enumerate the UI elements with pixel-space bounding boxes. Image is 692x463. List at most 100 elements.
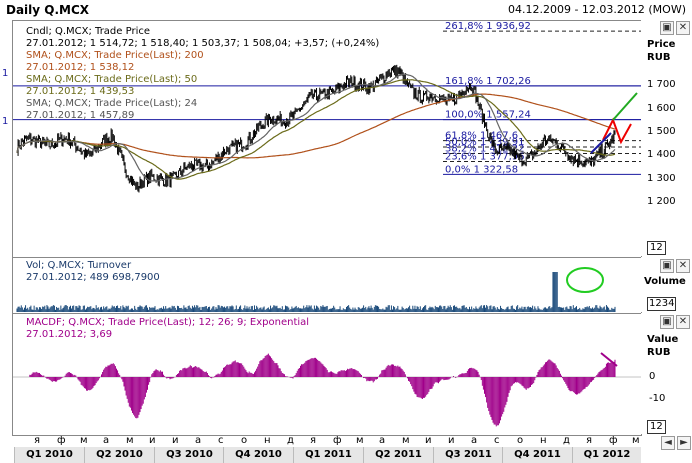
price-marker-24: 1 — [2, 116, 9, 127]
sma-24-line — [16, 73, 616, 182]
price-tick: 1 200 — [647, 196, 676, 207]
x-month-tick: я — [34, 435, 41, 446]
macd-tick-0: 0 — [649, 371, 656, 382]
price-panel[interactable]: 261,8% 1 936,92 161,8% 1 702,26 100,0% 1 5… — [12, 20, 642, 258]
x-month-tick: а — [471, 435, 478, 446]
x-quarter-label: Q4 2011 — [502, 447, 572, 463]
close-volume-button[interactable]: ✕ — [676, 259, 690, 273]
x-month-tick: с — [218, 435, 224, 446]
price-plot: 261,8% 1 936,92 161,8% 1 702,26 100,0% 1 5… — [13, 21, 641, 193]
chart-title: Daily Q.MCX — [6, 3, 90, 17]
sma-50-line — [16, 79, 616, 180]
macd-trend-line — [600, 352, 618, 367]
macd-legend-line: 27.01.2012; 3,69 — [26, 329, 113, 340]
price-legend-line: 27.01.2012; 1 439,53 — [26, 86, 135, 97]
price-legend-line: SMA; Q.MCX; Trade Price(Last); 50 — [26, 74, 198, 85]
forecast-green-line — [612, 92, 638, 121]
macd-axis-title: Value — [647, 334, 679, 345]
fib-label: 261,8% 1 936,92 — [445, 21, 531, 32]
price-tick: 1 500 — [647, 126, 676, 137]
x-month-tick: а — [103, 435, 110, 446]
macd-plot — [13, 352, 641, 427]
volume-highlight-ellipse — [566, 267, 604, 293]
price-marker-200: 1 — [2, 68, 9, 79]
trend-arrow — [590, 132, 612, 154]
macd-panel[interactable]: MACDF; Q.MCX; Trade Price(Last); 12; 26;… — [12, 313, 642, 436]
fib-label: 61,8% 1 467,6 — [445, 131, 518, 142]
volume-legend: Vol; Q.MCX; Turnover 27.01.2012; 489 698,… — [26, 260, 160, 284]
price-tick: 1 600 — [647, 102, 676, 114]
price-legend-line: Cndl; Q.MCX; Trade Price — [26, 26, 151, 37]
x-month-tick: я — [310, 435, 317, 446]
x-quarter-label: Q4 2010 — [223, 447, 293, 463]
x-quarter-label: Q1 2010 — [14, 447, 84, 463]
x-month-tick: и — [425, 435, 432, 446]
x-month-tick: ф — [57, 435, 66, 446]
x-month-tick: о — [517, 435, 524, 446]
macd-legend-line: MACDF; Q.MCX; Trade Price(Last); 12; 26;… — [26, 317, 310, 328]
macd-axis: ▣ ✕ Value RUB 0 -10 12 — [641, 313, 692, 434]
x-month-tick: о — [241, 435, 248, 446]
fib-label: 0,0% 1 322,58 — [445, 164, 518, 175]
price-legend-line: 27.01.2012; 1 538,12 — [26, 62, 135, 73]
x-quarter-label: Q2 2011 — [363, 447, 433, 463]
collapse-macd-button[interactable]: ▣ — [660, 315, 674, 329]
price-legend-line: 27.01.2012; 1 457,89 — [26, 110, 135, 121]
collapse-volume-button[interactable]: ▣ — [660, 259, 674, 273]
fib-label: 23,6% 1 377,96 — [445, 151, 524, 162]
date-range: 04.12.2009 - 12.03.2012 (MOW) — [507, 3, 686, 16]
price-legend-line: 27.01.2012; 1 514,72; 1 518,40; 1 503,37… — [26, 38, 380, 49]
price-axis: ▣ ✕ Price RUB 1 700 1 600 1 500 1 400 1 300 1… — [641, 20, 692, 256]
scroll-right-button[interactable]: ► — [677, 436, 691, 450]
price-tick: 1 700 — [647, 79, 676, 91]
x-month-tick: д — [287, 435, 294, 446]
x-month-tick: м — [632, 435, 640, 446]
x-quarter-label: Q2 2010 — [84, 447, 154, 463]
price-right-box: 12 — [647, 241, 666, 255]
fib-label: 100,0% 1 557,24 — [445, 110, 531, 121]
collapse-price-button[interactable]: ▣ — [660, 21, 674, 35]
x-month-tick: я — [586, 435, 593, 446]
volume-plot — [16, 267, 616, 312]
macd-bars — [29, 353, 616, 427]
close-macd-button[interactable]: ✕ — [676, 315, 690, 329]
macd-legend: MACDF; Q.MCX; Trade Price(Last); 12; 26;… — [26, 317, 309, 341]
volume-panel[interactable]: Vol; Q.MCX; Turnover 27.01.2012; 489 698,… — [12, 257, 642, 314]
price-axis-title: Price — [647, 39, 676, 50]
x-month-tick: с — [494, 435, 500, 446]
x-month-tick: м — [356, 435, 364, 446]
x-quarter-label: Q1 2012 — [572, 447, 641, 463]
volume-legend-line: 27.01.2012; 489 698,7900 — [26, 272, 160, 283]
close-price-button[interactable]: ✕ — [676, 21, 690, 35]
x-quarter-label: Q3 2011 — [433, 447, 503, 463]
x-month-tick: м — [402, 435, 410, 446]
volume-right-box: 1234 — [647, 297, 677, 311]
price-legend: Cndl; Q.MCX; Trade Price 27.01.2012; 1 51… — [26, 26, 379, 122]
x-month-tick: м — [80, 435, 88, 446]
x-quarter-label: Q3 2010 — [154, 447, 224, 463]
x-month-tick: ф — [333, 435, 342, 446]
volume-axis-title: Volume — [644, 276, 686, 287]
fib-label: 161,8% 1 702,26 — [445, 76, 531, 87]
price-tick: 1 300 — [647, 172, 676, 184]
volume-bars — [16, 272, 616, 312]
x-month-tick: а — [379, 435, 386, 446]
macd-right-box: 12 — [647, 420, 666, 434]
x-month-tick: н — [540, 435, 547, 446]
fib-label: 50,0% 1 439,91 — [445, 137, 524, 148]
x-quarter-label: Q1 2011 — [293, 447, 363, 463]
x-month-tick: м — [126, 435, 134, 446]
x-month-tick: а — [195, 435, 202, 446]
price-axis-unit: RUB — [647, 52, 671, 63]
fib-label: 38,2% 1 412,22 — [445, 143, 524, 154]
price-tick: 1 400 — [647, 149, 676, 161]
forecast-red-line — [602, 117, 632, 145]
scroll-left-button[interactable]: ◄ — [661, 436, 675, 450]
volume-legend-line: Vol; Q.MCX; Turnover — [26, 260, 132, 271]
x-month-tick: д — [563, 435, 570, 446]
macd-tick-minus10: -10 — [649, 393, 666, 404]
x-month-tick: и — [149, 435, 156, 446]
x-month-tick: и — [172, 435, 179, 446]
macd-axis-unit: RUB — [647, 347, 671, 358]
price-legend-line: SMA; Q.MCX; Trade Price(Last); 24 — [26, 98, 198, 109]
